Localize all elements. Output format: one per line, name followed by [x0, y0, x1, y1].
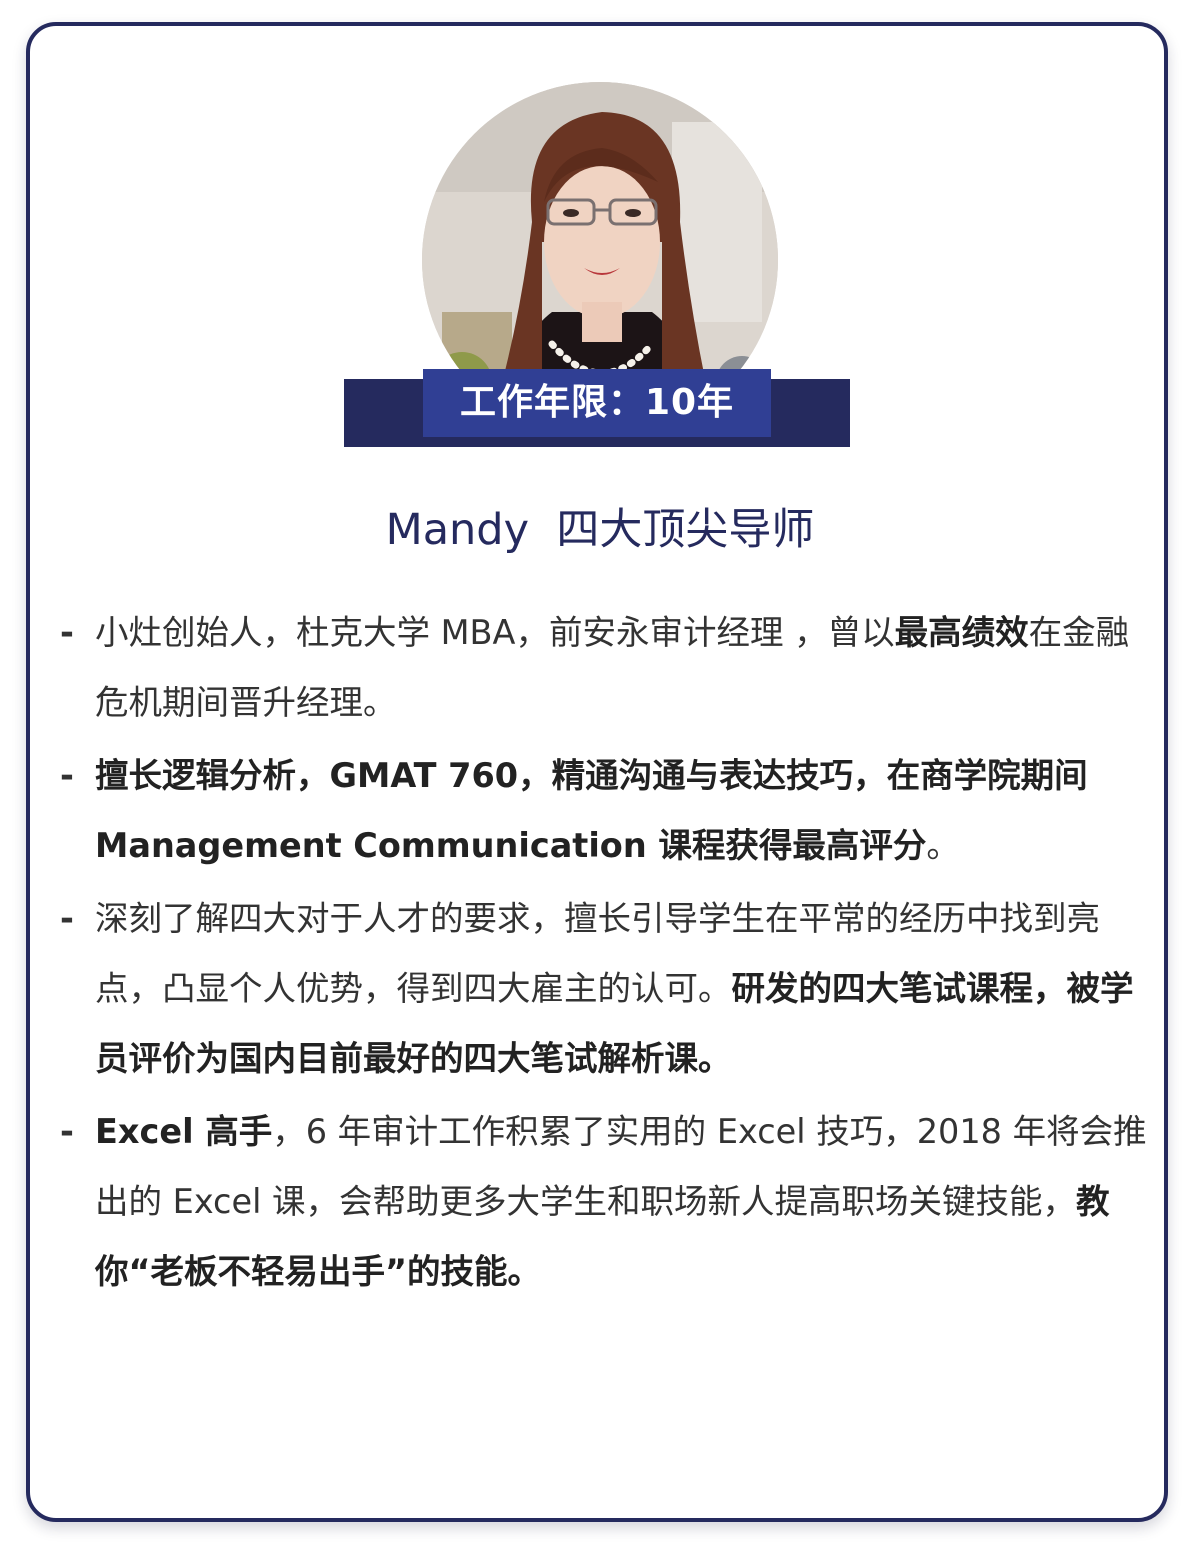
bio-list: - 小灶创始人，杜克大学 MBA，前安永审计经理 ，曾以最高绩效在金融危机期间晋升…: [60, 598, 1150, 1310]
bullet-dash: -: [60, 613, 74, 652]
bio-text: 深刻了解四大对于人才的要求，擅长引导学生在平常的经历中找到亮点，凸显个人优势，得…: [95, 899, 1100, 1008]
bio-highlight: Excel 高手: [95, 1112, 273, 1151]
bullet-dash: -: [60, 899, 74, 938]
mentor-name-title: Mandy 四大顶尖导师: [385, 505, 815, 555]
bio-item: - 小灶创始人，杜克大学 MBA，前安永审计经理 ，曾以最高绩效在金融危机期间晋升…: [60, 598, 1150, 738]
bio-highlight: 擅长逻辑分析，GMAT 760，精通沟通与表达技巧，在商学院期间 Managem…: [95, 756, 1088, 865]
bio-text: 在金融危机期间晋升经理。: [95, 613, 1130, 722]
bullet-dash: -: [60, 756, 74, 795]
bio-item: - 深刻了解四大对于人才的要求，擅长引导学生在平常的经历中找到亮点，凸显个人优势，…: [60, 884, 1150, 1094]
bio-highlight: 教你“老板不轻易出手”的技能。: [95, 1182, 1110, 1291]
bio-text: 。: [926, 826, 960, 865]
bio-text: 小灶创始人，杜克大学 MBA，前安永审计经理 ，曾以: [95, 613, 895, 652]
bio-highlight: 最高绩效: [894, 613, 1029, 652]
bio-highlight: 研发的四大笔试课程，被学员评价为国内目前最好的四大笔试解析课。: [95, 969, 1134, 1078]
bio-text: ，6 年审计工作积累了实用的 Excel 技巧，2018 年将会推出的 Exce…: [95, 1112, 1147, 1221]
bio-item: - Excel 高手，6 年审计工作积累了实用的 Excel 技巧，2018 年…: [60, 1097, 1150, 1307]
bullet-dash: -: [60, 1112, 74, 1151]
experience-badge: 工作年限：10年: [423, 369, 771, 437]
bio-item: - 擅长逻辑分析，GMAT 760，精通沟通与表达技巧，在商学院期间 Manage…: [60, 741, 1150, 881]
